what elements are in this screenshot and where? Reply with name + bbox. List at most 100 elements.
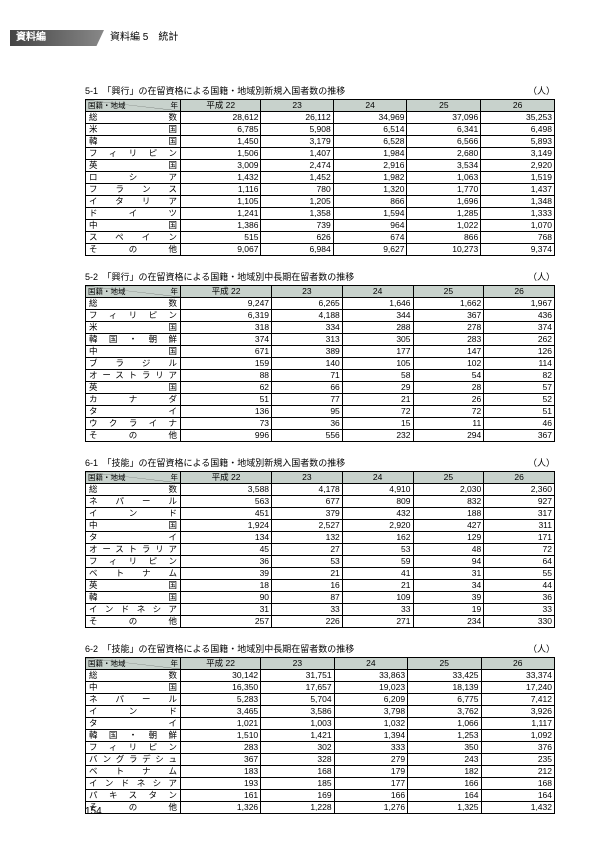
page-number: 154 (85, 806, 102, 817)
data-cell: 374 (181, 334, 272, 346)
data-cell: 19 (413, 604, 484, 616)
year-header: 25 (407, 100, 481, 112)
data-cell: 26 (413, 394, 484, 406)
data-cell: 39 (181, 568, 272, 580)
data-cell: 1,276 (334, 802, 407, 814)
data-cell: 262 (484, 334, 555, 346)
data-cell: 1,063 (407, 172, 481, 184)
data-cell: 37,096 (407, 112, 481, 124)
data-cell: 389 (272, 346, 343, 358)
data-cell: 28,612 (181, 112, 261, 124)
data-cell: 171 (484, 532, 555, 544)
data-cell: 671 (181, 346, 272, 358)
data-cell: 317 (484, 508, 555, 520)
table-row: フィリピン3653599464 (86, 556, 555, 568)
data-cell: 294 (413, 430, 484, 442)
data-cell: 451 (181, 508, 272, 520)
row-label: パキスタン (86, 790, 181, 802)
row-label: フランス (86, 184, 181, 196)
data-cell: 16 (272, 580, 343, 592)
row-label: 総数 (86, 112, 181, 124)
data-cell: 166 (408, 778, 481, 790)
data-cell: 31 (181, 604, 272, 616)
table-row: オーストラリア4527534872 (86, 544, 555, 556)
row-label: オーストラリア (86, 370, 181, 382)
data-cell: 71 (272, 370, 343, 382)
data-cell: 1,594 (333, 208, 407, 220)
data-cell: 9,247 (181, 298, 272, 310)
data-cell: 164 (408, 790, 481, 802)
data-cell: 36 (484, 592, 555, 604)
data-cell: 677 (272, 496, 343, 508)
row-label: 中国 (86, 682, 181, 694)
data-cell: 19,023 (334, 682, 407, 694)
table-row: ネパール5,2835,7046,2096,7757,412 (86, 694, 555, 706)
year-header: 23 (261, 100, 333, 112)
data-cell: 374 (484, 322, 555, 334)
data-cell: 1,326 (181, 802, 261, 814)
row-label: 中国 (86, 346, 181, 358)
data-cell: 72 (484, 544, 555, 556)
table-row: インド3,4653,5863,7983,7623,926 (86, 706, 555, 718)
data-cell: 140 (272, 358, 343, 370)
year-header: 26 (481, 658, 554, 670)
data-cell: 427 (413, 520, 484, 532)
data-cell: 334 (272, 322, 343, 334)
data-cell: 161 (181, 790, 261, 802)
data-cell: 129 (413, 532, 484, 544)
table-row: 韓国・朝鮮374313305283262 (86, 334, 555, 346)
data-cell: 82 (484, 370, 555, 382)
data-cell: 376 (481, 742, 554, 754)
row-label: フィリピン (86, 310, 181, 322)
data-cell: 278 (413, 322, 484, 334)
row-label: ロシア (86, 172, 181, 184)
year-header: 24 (342, 472, 413, 484)
data-cell: 5,893 (481, 136, 555, 148)
data-cell: 6,319 (181, 310, 272, 322)
data-cell: 6,566 (407, 136, 481, 148)
data-cell: 5,908 (261, 124, 333, 136)
table-unit: （人） (528, 270, 555, 283)
data-cell: 66 (272, 382, 343, 394)
row-label: 韓国 (86, 592, 181, 604)
row-label: 総数 (86, 298, 181, 310)
table-row: 英国6266292857 (86, 382, 555, 394)
data-cell: 95 (272, 406, 343, 418)
data-cell: 1,066 (408, 718, 481, 730)
data-cell: 94 (413, 556, 484, 568)
row-label: タイ (86, 532, 181, 544)
year-header: 26 (484, 286, 555, 298)
row-label: 英国 (86, 382, 181, 394)
data-cell: 33,425 (408, 670, 481, 682)
data-cell: 1,452 (261, 172, 333, 184)
data-cell: 379 (272, 508, 343, 520)
data-cell: 1,116 (181, 184, 261, 196)
data-cell: 283 (413, 334, 484, 346)
table-row: パキスタン161169166164164 (86, 790, 555, 802)
table-row: ネパール563677809832927 (86, 496, 555, 508)
data-cell: 58 (342, 370, 413, 382)
data-cell: 1,070 (481, 220, 555, 232)
table-title-text: 5-2 「興行」の在留資格による国籍・地域別中長期在留者数の推移 (85, 270, 354, 283)
year-header: 24 (333, 100, 407, 112)
data-cell: 927 (484, 496, 555, 508)
year-header: 24 (342, 286, 413, 298)
table-row: その他996556232294367 (86, 430, 555, 442)
table-row: スペイン515626674866768 (86, 232, 555, 244)
row-label: 英国 (86, 580, 181, 592)
data-cell: 432 (342, 508, 413, 520)
data-table: 国籍・地域 年 平成 2223242526総数3,5884,1784,9102,… (85, 471, 555, 628)
data-cell: 563 (181, 496, 272, 508)
data-cell: 34,969 (333, 112, 407, 124)
data-cell: 17,657 (261, 682, 334, 694)
table-row: フィリピン6,3194,188344367436 (86, 310, 555, 322)
table-row: ブラジル159140105102114 (86, 358, 555, 370)
data-cell: 2,474 (261, 160, 333, 172)
data-cell: 185 (261, 778, 334, 790)
table-unit: （人） (528, 84, 555, 97)
data-cell: 1,285 (407, 208, 481, 220)
data-cell: 1,117 (481, 718, 554, 730)
row-label: タイ (86, 406, 181, 418)
table-row: その他1,3261,2281,2761,3251,432 (86, 802, 555, 814)
data-cell: 739 (261, 220, 333, 232)
